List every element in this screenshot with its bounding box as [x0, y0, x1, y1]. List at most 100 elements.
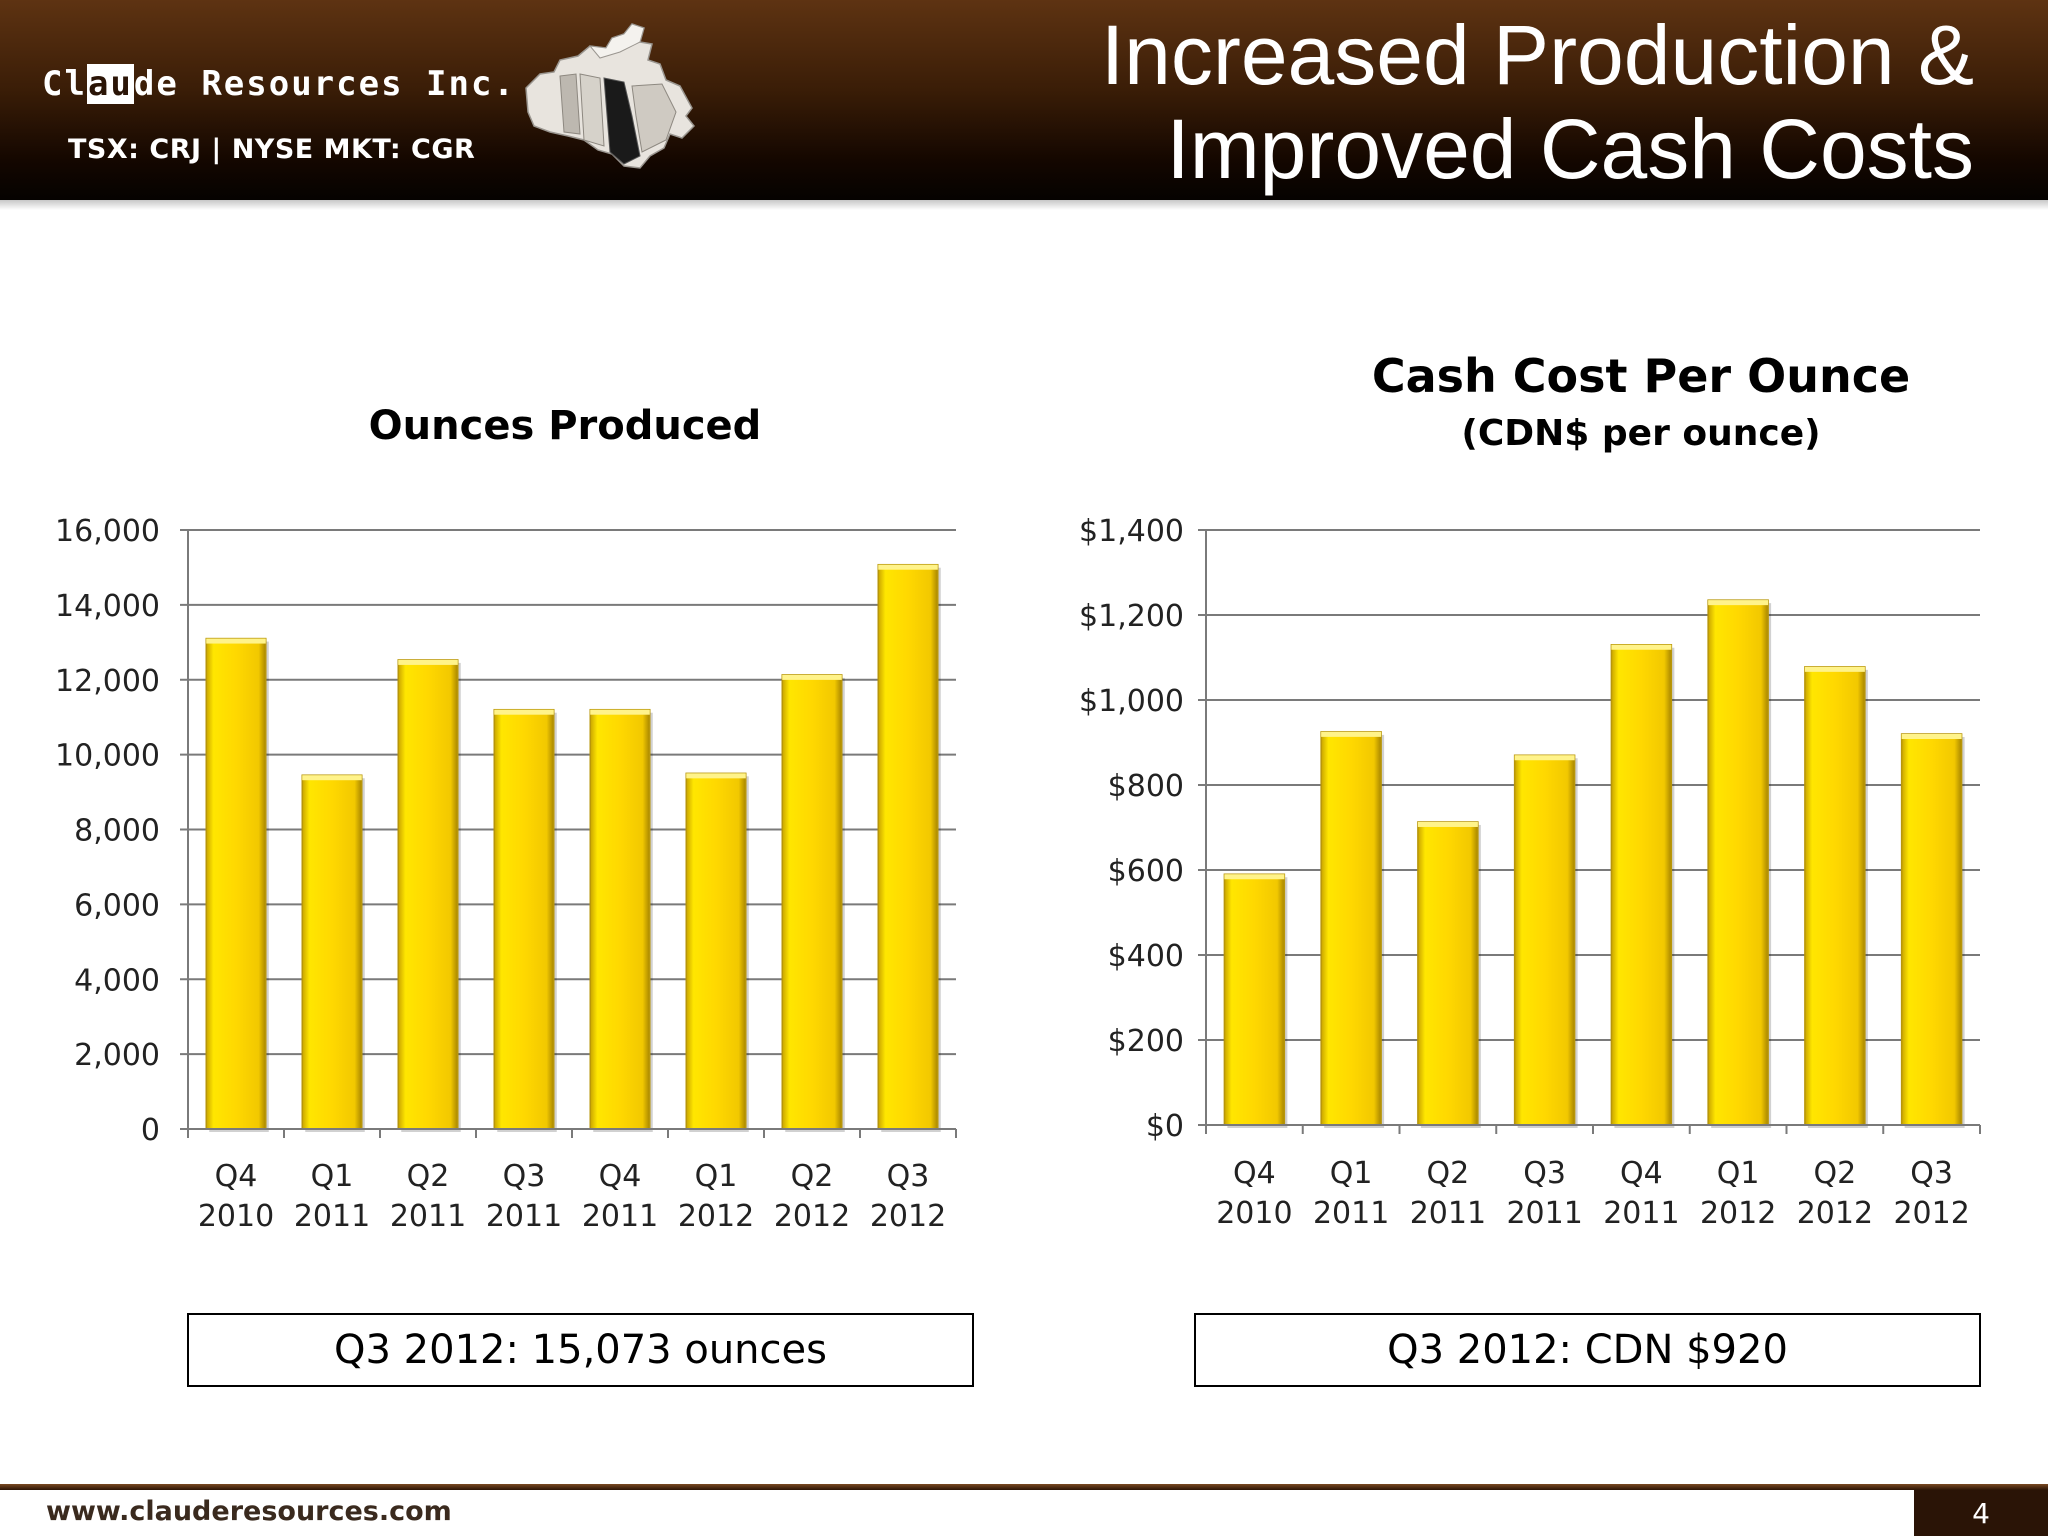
- chart-title-cash-cost: Cash Cost Per Ounce: [1372, 349, 1910, 403]
- bar: [1610, 644, 1673, 1126]
- x-category-quarter: Q2: [791, 1159, 834, 1194]
- x-category-quarter: Q2: [1427, 1156, 1470, 1191]
- header-banner: [0, 0, 2048, 200]
- header-shadow: [0, 200, 2048, 210]
- bar-top-highlight: [206, 638, 266, 644]
- ounces-produced-chart: Ounces Produced 0 2,000 4,000 6,000 8,000 10,…: [55, 403, 957, 1234]
- canada-map-icon: [525, 23, 696, 169]
- x-category-quarter: Q1: [1717, 1156, 1760, 1191]
- bar-top-highlight: [782, 674, 842, 680]
- y-tick-label: 6,000: [74, 888, 160, 923]
- bar-top-highlight: [590, 709, 650, 715]
- bar-top-highlight: [686, 773, 746, 779]
- bar-top-highlight: [1417, 821, 1478, 827]
- y-tick-label: 8,000: [74, 814, 160, 849]
- bar: [1513, 754, 1576, 1126]
- bar: [1223, 873, 1286, 1126]
- bar: [1320, 731, 1382, 1126]
- y-tick-label: $0: [1146, 1109, 1184, 1144]
- cash-cost-callout-box: Q3 2012: CDN $920: [1194, 1313, 1981, 1387]
- y-tick-label: $1,200: [1079, 599, 1184, 634]
- x-category-quarter: Q4: [599, 1159, 642, 1194]
- website-link[interactable]: www.clauderesources.com: [46, 1496, 452, 1527]
- bar: [301, 774, 363, 1130]
- bar-top-highlight: [1321, 731, 1382, 737]
- y-tick-label: $400: [1108, 939, 1184, 974]
- x-category-year: 2011: [1603, 1196, 1679, 1231]
- x-category-year: 2011: [294, 1199, 370, 1234]
- x-category-year: 2011: [582, 1199, 658, 1234]
- x-category-year: 2011: [1410, 1196, 1486, 1231]
- x-category-quarter: Q1: [695, 1159, 738, 1194]
- x-category-quarter: Q3: [503, 1159, 546, 1194]
- y-tick-label: $600: [1108, 854, 1184, 889]
- y-tick-label: $1,000: [1079, 684, 1184, 719]
- bar: [493, 708, 555, 1130]
- bar: [1707, 599, 1769, 1126]
- logo-text-pre: Cl: [42, 64, 87, 104]
- bar-top-highlight: [878, 564, 938, 570]
- y-tick-label: 12,000: [55, 664, 160, 699]
- x-category-year: 2012: [678, 1199, 754, 1234]
- page-number: 4: [1914, 1490, 2048, 1536]
- slide-title: Increased Production & Improved Cash Cos…: [1101, 8, 1974, 196]
- logo-au-mark: au: [86, 64, 134, 104]
- bar-top-highlight: [302, 775, 362, 781]
- x-category-quarter: Q2: [1814, 1156, 1857, 1191]
- logo-text-post: de Resources Inc.: [133, 64, 516, 104]
- slide-title-line-2: Improved Cash Costs: [1166, 102, 1974, 196]
- y-tick-label: 14,000: [55, 589, 160, 624]
- x-category-year: 2012: [870, 1199, 946, 1234]
- x-category-year: 2012: [1700, 1196, 1776, 1231]
- x-category-quarter: Q4: [1233, 1156, 1276, 1191]
- y-tick-label: 0: [141, 1113, 160, 1148]
- chart-title-ounces: Ounces Produced: [369, 403, 762, 449]
- x-category-quarter: Q1: [311, 1159, 354, 1194]
- bar: [205, 637, 267, 1130]
- y-tick-label: $1,400: [1079, 514, 1184, 549]
- y-tick-label: 4,000: [74, 963, 160, 998]
- x-category-year: 2012: [1797, 1196, 1873, 1231]
- company-logo-text: Claude Resources Inc.: [42, 64, 516, 104]
- bar-top-highlight: [1901, 734, 1962, 739]
- x-category-quarter: Q3: [1523, 1156, 1566, 1191]
- bar-top-highlight: [1224, 874, 1285, 880]
- chart-subtitle-cash-cost: (CDN$ per ounce): [1461, 413, 1820, 454]
- bar: [685, 772, 747, 1130]
- bar: [589, 708, 651, 1130]
- bar: [1900, 733, 1963, 1126]
- x-category-year: 2011: [1313, 1196, 1389, 1231]
- x-category-quarter: Q4: [215, 1159, 258, 1194]
- x-category-quarter: Q1: [1330, 1156, 1373, 1191]
- x-category-quarter: Q4: [1620, 1156, 1663, 1191]
- y-tick-label: 2,000: [74, 1038, 160, 1073]
- bar-top-highlight: [1708, 600, 1769, 606]
- x-category-year: 2012: [1893, 1196, 1969, 1231]
- x-category-year: 2010: [198, 1199, 274, 1234]
- x-category-year: 2011: [390, 1199, 466, 1234]
- y-tick-label: 10,000: [55, 739, 160, 774]
- bar: [397, 659, 459, 1130]
- bar: [1804, 666, 1866, 1126]
- bar-top-highlight: [494, 709, 554, 715]
- footer-divider: [0, 1484, 2048, 1490]
- bar: [877, 563, 939, 1130]
- y-tick-label: $200: [1108, 1024, 1184, 1059]
- bar-top-highlight: [1804, 666, 1865, 672]
- x-category-year: 2011: [1506, 1196, 1582, 1231]
- ticker-symbols: TSX: CRJ | NYSE MKT: CGR: [68, 134, 476, 165]
- x-category-quarter: Q3: [887, 1159, 930, 1194]
- x-category-quarter: Q2: [407, 1159, 450, 1194]
- bar-top-highlight: [398, 659, 458, 665]
- x-category-year: 2012: [774, 1199, 850, 1234]
- cash-cost-chart: Cash Cost Per Ounce (CDN$ per ounce) $0 $…: [1079, 349, 1981, 1231]
- bar: [1417, 821, 1479, 1126]
- bar-top-highlight: [1514, 755, 1575, 761]
- y-tick-label: $800: [1108, 769, 1184, 804]
- slide-title-line-1: Increased Production &: [1100, 8, 1974, 102]
- bar: [781, 674, 843, 1130]
- x-category-year: 2010: [1216, 1196, 1292, 1231]
- x-category-year: 2011: [486, 1199, 562, 1234]
- x-category-quarter: Q3: [1910, 1156, 1953, 1191]
